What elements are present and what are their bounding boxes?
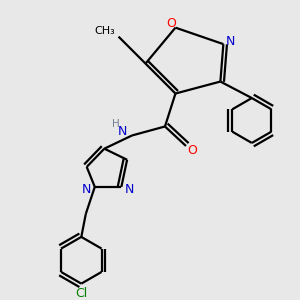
Text: H: H xyxy=(112,119,119,129)
Text: O: O xyxy=(187,144,197,157)
Text: N: N xyxy=(82,183,91,196)
Text: CH₃: CH₃ xyxy=(95,26,116,36)
Text: O: O xyxy=(166,17,176,30)
Text: N: N xyxy=(226,34,236,48)
Text: N: N xyxy=(118,125,127,138)
Text: N: N xyxy=(125,183,134,196)
Text: Cl: Cl xyxy=(75,287,87,300)
